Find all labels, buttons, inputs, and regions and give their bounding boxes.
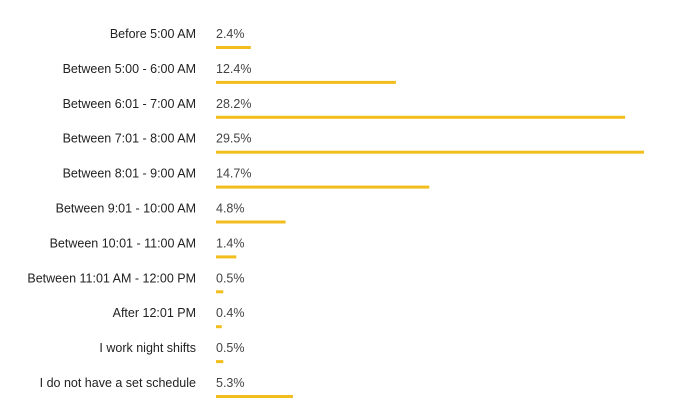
bar (216, 80, 396, 84)
value-label: 5.3% (216, 376, 245, 390)
value-label: 0.5% (216, 341, 245, 355)
value-label: 12.4% (216, 62, 251, 76)
category-label: Between 7:01 - 8:00 AM (63, 132, 196, 146)
value-label: 28.2% (216, 97, 251, 111)
category-label: Between 8:01 - 9:00 AM (63, 167, 196, 181)
category-label: I do not have a set schedule (40, 376, 196, 390)
value-label: 14.7% (216, 167, 251, 181)
category-label: Between 5:00 - 6:00 AM (63, 62, 196, 76)
category-label: Before 5:00 AM (110, 27, 196, 41)
value-label: 4.8% (216, 202, 245, 216)
bar (216, 150, 644, 154)
category-label: After 12:01 PM (113, 306, 196, 320)
category-label: Between 10:01 - 11:00 AM (50, 236, 196, 250)
bar (216, 360, 224, 364)
value-label: 1.4% (216, 236, 245, 250)
category-label: Between 11:01 AM - 12:00 PM (27, 271, 196, 285)
bar (216, 325, 222, 329)
value-label: 29.5% (216, 132, 251, 146)
bar (216, 185, 430, 189)
bar (216, 290, 224, 294)
bar (216, 395, 293, 398)
bar (216, 46, 251, 49)
category-label: Between 9:01 - 10:00 AM (56, 202, 196, 216)
bar (216, 255, 237, 259)
value-label: 2.4% (216, 27, 245, 41)
category-label: Between 6:01 - 7:00 AM (63, 97, 196, 111)
value-label: 0.5% (216, 271, 245, 285)
bar (216, 115, 626, 119)
category-label: I work night shifts (99, 341, 196, 355)
value-label: 0.4% (216, 306, 245, 320)
bar (216, 220, 286, 224)
